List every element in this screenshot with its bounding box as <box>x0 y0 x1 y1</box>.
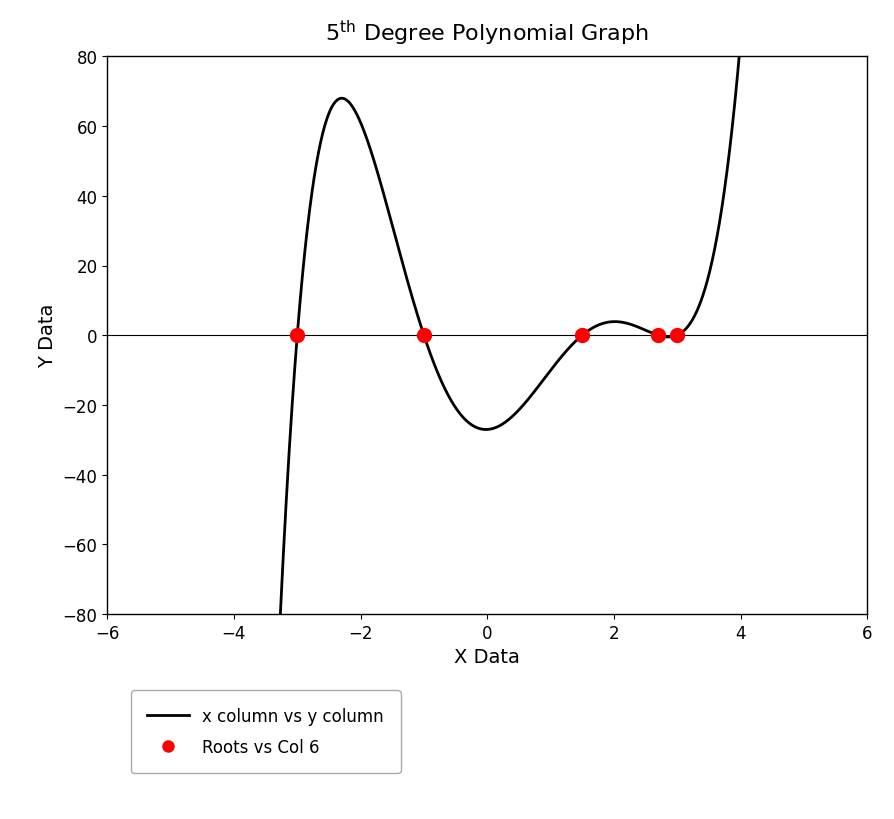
Roots vs Col 6 <box>417 329 431 342</box>
Roots vs Col 6 <box>290 329 304 342</box>
Title: 5$^{\rm th}$ Degree Polynomial Graph: 5$^{\rm th}$ Degree Polynomial Graph <box>325 18 649 48</box>
Roots vs Col 6 <box>670 329 685 342</box>
X-axis label: X Data: X Data <box>454 648 520 667</box>
x column vs y column <box>420 335 431 345</box>
Y-axis label: Y Data: Y Data <box>38 304 57 368</box>
Roots vs Col 6 <box>575 329 589 342</box>
x column vs y column <box>389 229 400 238</box>
Line: x column vs y column: x column vs y column <box>120 0 836 819</box>
Roots vs Col 6 <box>651 329 665 342</box>
Legend: x column vs y column, Roots vs Col 6: x column vs y column, Roots vs Col 6 <box>131 690 401 773</box>
